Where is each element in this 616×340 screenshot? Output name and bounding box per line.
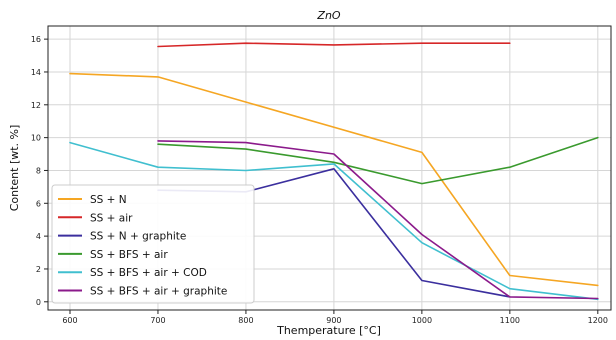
legend-label-ss-bfs-air-cod: SS + BFS + air + COD [90, 267, 207, 279]
x-tick-label: 700 [150, 316, 165, 325]
legend-label-ss-bfs-air: SS + BFS + air [90, 249, 168, 261]
y-axis-ticks: 0 2 4 6 8 10 12 14 16 [31, 35, 48, 307]
legend-label-ss-air: SS + air [90, 212, 133, 224]
legend-label-ss-bfs-air-graphite: SS + BFS + air + graphite [90, 286, 227, 298]
y-tick-label: 2 [36, 265, 41, 274]
x-tick-label: 900 [326, 316, 341, 325]
series-line-ss-air [157, 42, 511, 48]
x-axis-label: Themperature [°C] [276, 324, 381, 337]
series-line-ss-bfs-air [157, 136, 599, 185]
legend-box [51, 184, 255, 304]
series-line-ss-n [69, 72, 599, 287]
plot-frame [47, 25, 612, 311]
chart-title: ZnO [316, 9, 341, 22]
y-tick-label: 4 [36, 232, 41, 241]
series-line-ss-bfs-air-graphite [157, 140, 599, 300]
legend: SS + N SS + air SS + N + graphite SS + BFS … [51, 184, 255, 304]
legend-label-ss-n-graphite: SS + N + graphite [90, 231, 186, 243]
legend-label-ss-n: SS + N [90, 194, 127, 206]
y-tick-label: 10 [31, 134, 41, 143]
y-tick-label: 12 [31, 101, 41, 110]
x-tick-label: 1100 [500, 316, 520, 325]
y-axis-label: Content [wt. %] [8, 125, 21, 212]
y-tick-label: 8 [36, 166, 41, 175]
x-tick-label: 1000 [412, 316, 432, 325]
x-tick-label: 600 [62, 316, 77, 325]
y-tick-label: 14 [31, 68, 41, 77]
y-tick-label: 0 [36, 298, 41, 307]
series-line-ss-bfs-air-cod [69, 141, 599, 301]
x-tick-label: 1200 [588, 316, 608, 325]
x-axis-ticks: 600 700 800 900 1000 1100 1200 [62, 310, 608, 325]
y-tick-label: 16 [31, 35, 41, 44]
x-tick-label: 800 [238, 316, 253, 325]
y-tick-label: 6 [36, 199, 41, 208]
